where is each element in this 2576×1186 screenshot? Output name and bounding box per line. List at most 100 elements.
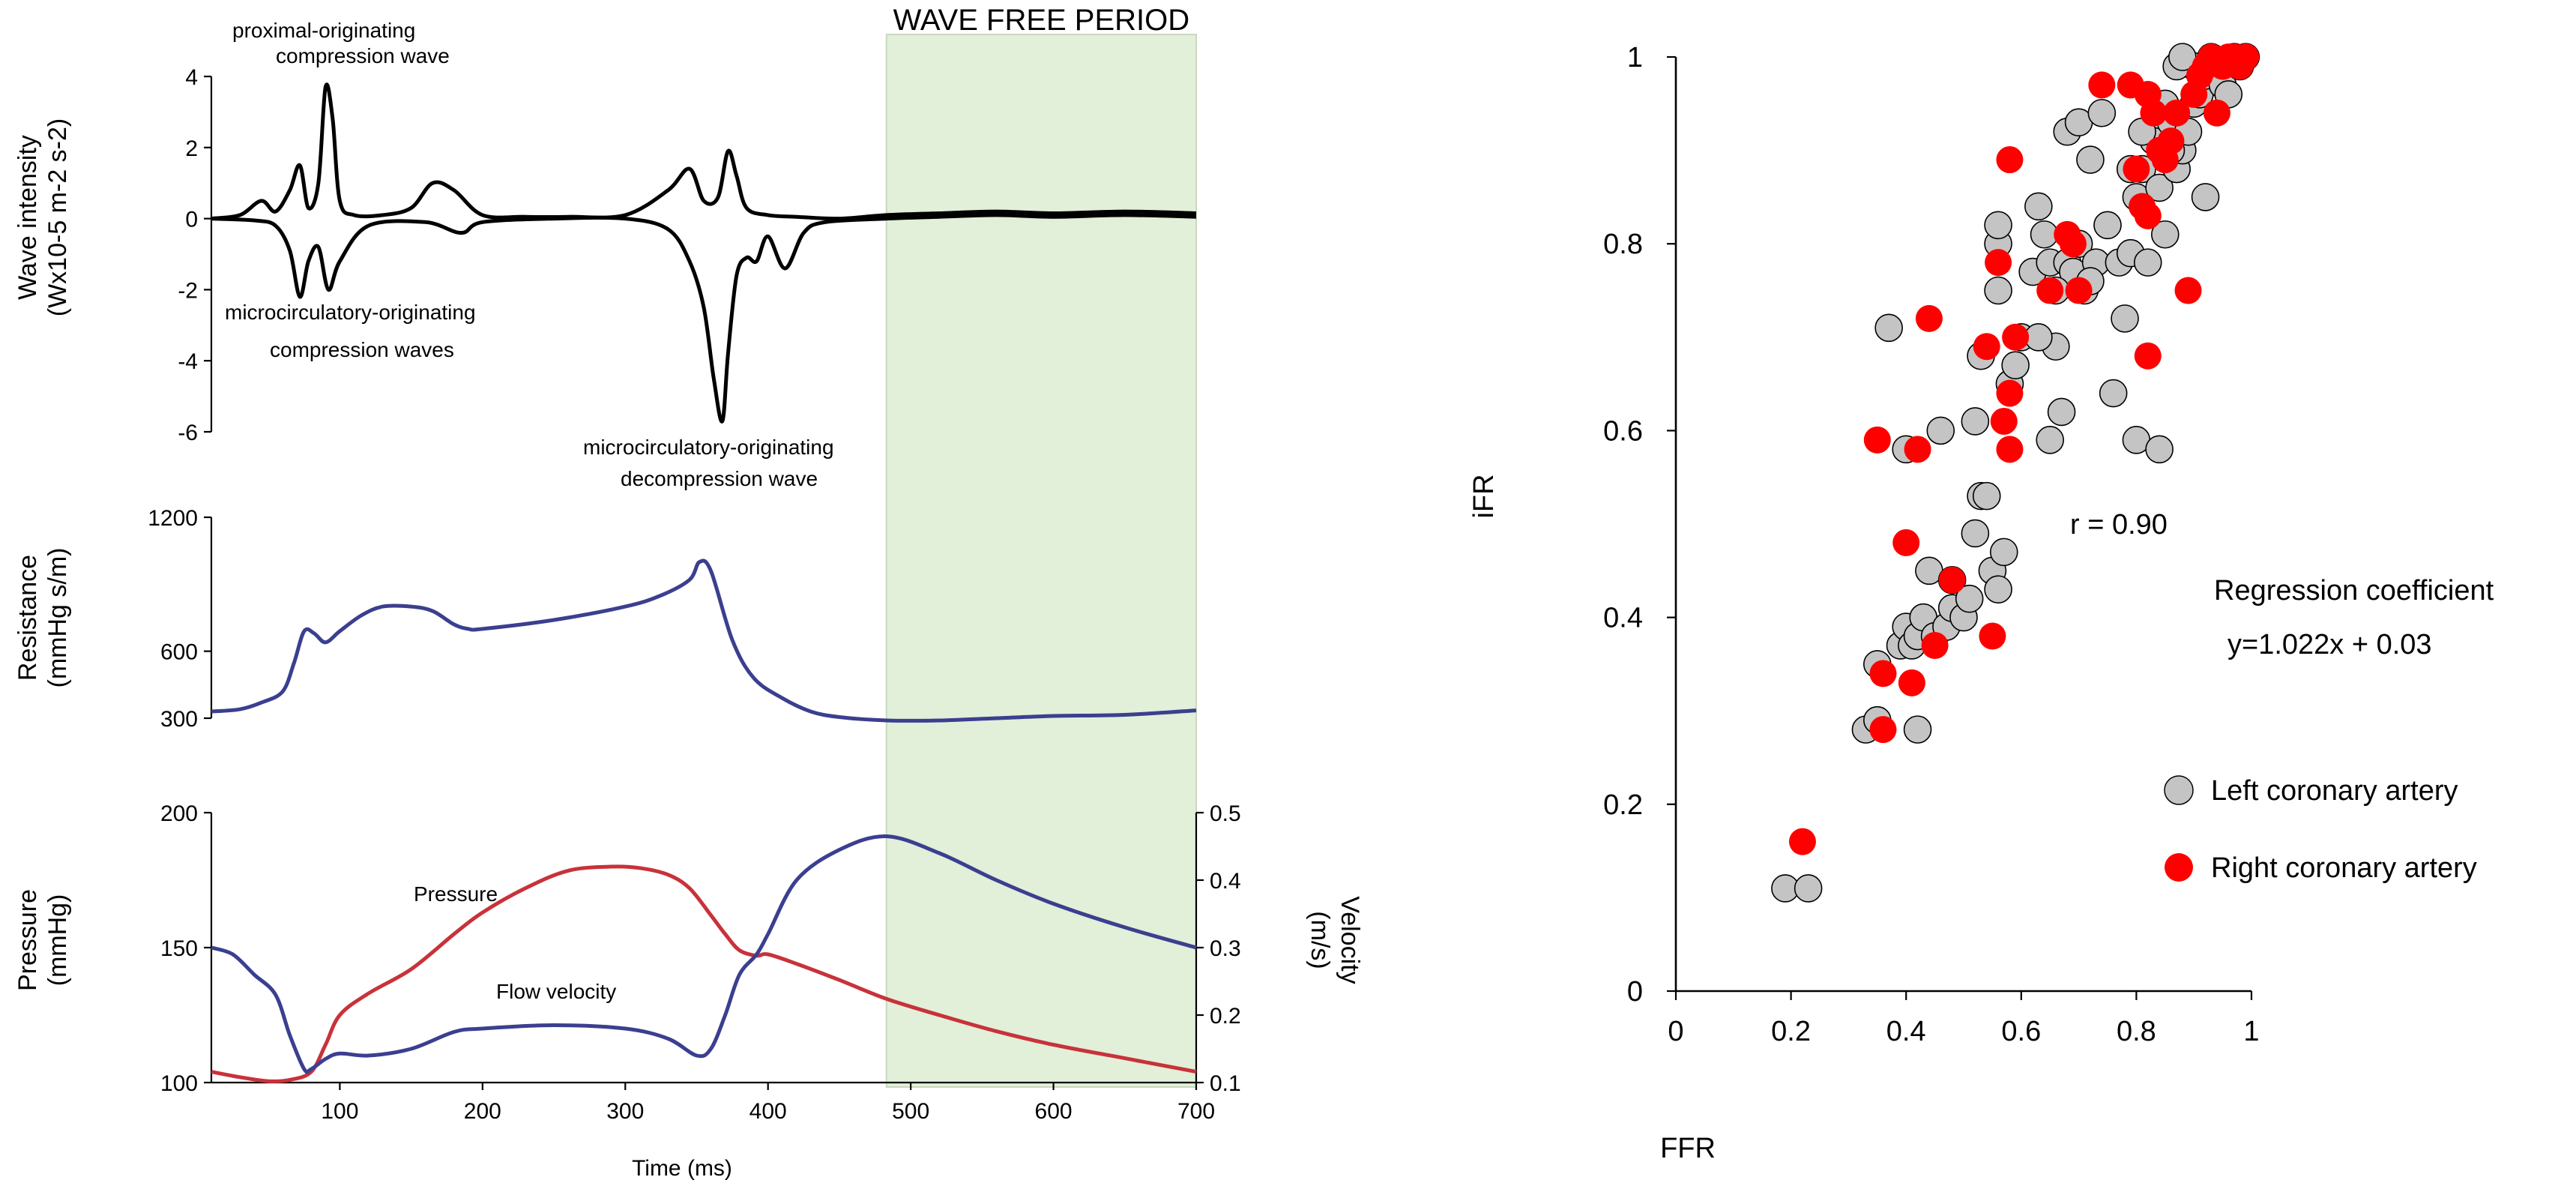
- right-coronary-point: [2232, 43, 2260, 70]
- right-coronary-point: [2036, 277, 2064, 304]
- annotation-proximal-line2: compression wave: [276, 44, 450, 67]
- right-coronary-point: [2134, 80, 2162, 108]
- ifr-tick-label: 0: [1627, 976, 1643, 1008]
- pressure-line: [211, 864, 1197, 1083]
- pressure-tick-label: 150: [160, 936, 198, 961]
- ifr-tick-label: 1: [1627, 42, 1643, 73]
- wave-intensity-tick-label: -4: [178, 349, 198, 374]
- ffr-xlabel: FFR: [1660, 1133, 1716, 1164]
- left-coronary-point: [1794, 874, 1823, 903]
- resistance-tick-label: 300: [160, 707, 198, 732]
- annotation-proximal-line1: proximal-originating: [232, 19, 415, 42]
- wave-intensity-tick-label: -6: [178, 421, 198, 445]
- wave-intensity-lines: [211, 82, 1197, 424]
- right-coronary-point: [2157, 127, 2185, 155]
- wave-intensity-ylabel-line2: (Wx10-5 m-2 s-2): [43, 118, 72, 316]
- left-coronary-point: [1961, 519, 1990, 548]
- pressure-curve-label: Pressure: [414, 882, 498, 906]
- annotation-micro-compression-line2: compression waves: [270, 338, 454, 361]
- ifr-ylabel: iFR: [1468, 474, 1500, 518]
- pressure-velocity-panel: 200 150 100 0.5 0.4 0.3 0.2 0.1 100 200 300 400 500 6…: [13, 801, 1364, 1181]
- ffr-tick-label: 1: [2243, 1016, 2259, 1047]
- velocity-tick-label: 0.3: [1210, 936, 1241, 961]
- stat-equation: y=1.022x + 0.03: [2227, 629, 2432, 660]
- annotation-decompression-line1: microcirculatory-originating: [583, 436, 834, 459]
- pressure-velocity-ticks: 200 150 100 0.5 0.4 0.3 0.2 0.1 100 200 300 400 500 6…: [160, 801, 1241, 1124]
- resistance-ylabel-line2: (mmHg s/m): [43, 548, 72, 688]
- wave-intensity-ylabel-line1: Wave intensity: [13, 135, 42, 300]
- right-coronary-point: [1915, 304, 1943, 332]
- left-coronary-point: [1984, 211, 2012, 240]
- right-coronary-point: [1996, 146, 2024, 174]
- left-coronary-point: [2047, 397, 2076, 427]
- velocity-tick-label: 0.4: [1210, 869, 1241, 894]
- right-coronary-point: [1904, 436, 1931, 463]
- left-coronary-point: [1903, 715, 1932, 744]
- pressure-tick-label: 100: [160, 1071, 198, 1096]
- left-coronary-point: [1955, 584, 1984, 613]
- left-coronary-point: [2087, 98, 2117, 127]
- right-coronary-point: [1996, 379, 2024, 407]
- wave-intensity-tick-label: 2: [185, 136, 198, 161]
- wave-intensity-y-ticks: 4 2 0 -2 -4 -6: [178, 65, 211, 445]
- pressure-tick-label: 200: [160, 801, 198, 826]
- right-coronary-point: [1898, 669, 1925, 696]
- velocity-ylabel-line1: Velocity: [1336, 896, 1364, 984]
- ffr-tick-label: 0.6: [2001, 1016, 2041, 1047]
- left-coronary-point: [1926, 416, 1955, 445]
- legend-right-marker: [2165, 853, 2193, 882]
- pressure-ylabel-line2: (mmHg): [43, 894, 72, 987]
- wave-intensity-line-2: [211, 213, 1197, 424]
- resistance-tick-label: 600: [160, 640, 198, 665]
- annotation-decompression-line2: decompression wave: [621, 467, 818, 490]
- flow-velocity-line: [211, 834, 1197, 1074]
- wave-intensity-panel: 4 2 0 -2 -4 -6 Wave intensity (Wx10-5 m-2 s-2…: [13, 19, 1197, 490]
- left-coronary-point: [2024, 322, 2053, 352]
- time-tick-label: 400: [749, 1099, 787, 1124]
- right-coronary-point: [1788, 828, 1816, 855]
- right-coronary-point: [1973, 333, 2000, 361]
- left-coronary-point: [1961, 407, 1990, 436]
- velocity-tick-label: 0.1: [1210, 1071, 1241, 1096]
- right-coronary-point: [1996, 436, 2024, 463]
- right-coronary-point: [1990, 407, 2018, 435]
- left-coronary-point: [2145, 173, 2174, 202]
- time-tick-label: 700: [1177, 1099, 1215, 1124]
- right-coronary-point: [2123, 155, 2150, 183]
- left-coronary-point: [2111, 304, 2139, 333]
- legend-left-label: Left coronary artery: [2211, 775, 2458, 807]
- resistance-lines: [211, 559, 1197, 723]
- left-coronary-point: [1989, 538, 2018, 567]
- left-coronary-point: [2099, 379, 2128, 408]
- left-coronary-point: [2145, 435, 2174, 464]
- left-coronary-point: [1984, 276, 2012, 305]
- ifr-tick-label: 0.2: [1603, 789, 1643, 821]
- legend-right-label: Right coronary artery: [2211, 852, 2477, 884]
- right-coronary-point: [1979, 622, 2006, 650]
- time-tick-label: 100: [321, 1099, 358, 1124]
- stat-r: r = 0.90: [2070, 509, 2168, 541]
- right-coronary-point: [2065, 277, 2093, 304]
- legend-left-marker: [2164, 775, 2194, 805]
- wave-free-period-region: [885, 34, 1197, 1088]
- left-coronary-point: [1972, 481, 2001, 511]
- ffr-tick-label: 0.2: [1771, 1016, 1811, 1047]
- ifr-tick-label: 0.8: [1603, 229, 1643, 260]
- pressure-velocity-lines: [211, 834, 1197, 1083]
- resistance-panel: 1200 600 300 Resistance (mmHg s/m): [13, 506, 1197, 732]
- left-coronary-point: [2036, 426, 2064, 454]
- flow-velocity-curve-label: Flow velocity: [496, 980, 616, 1003]
- left-coronary-point: [1984, 575, 2012, 604]
- right-coronary-point: [1938, 566, 1966, 594]
- left-coronary-point: [2076, 145, 2105, 174]
- right-coronary-point: [2059, 230, 2087, 258]
- ifr-tick-label: 0.6: [1603, 415, 1643, 447]
- ffr-tick-label: 0.8: [2117, 1016, 2156, 1047]
- resistance-tick-label: 1200: [148, 506, 198, 531]
- annotation-micro-compression-line1: microcirculatory-originating: [225, 301, 476, 324]
- time-tick-label: 600: [1035, 1099, 1073, 1124]
- time-xlabel: Time (ms): [632, 1156, 732, 1181]
- right-coronary-point: [1892, 529, 1920, 556]
- left-coronary-point: [1874, 313, 1903, 343]
- right-coronary-point: [1921, 631, 1949, 659]
